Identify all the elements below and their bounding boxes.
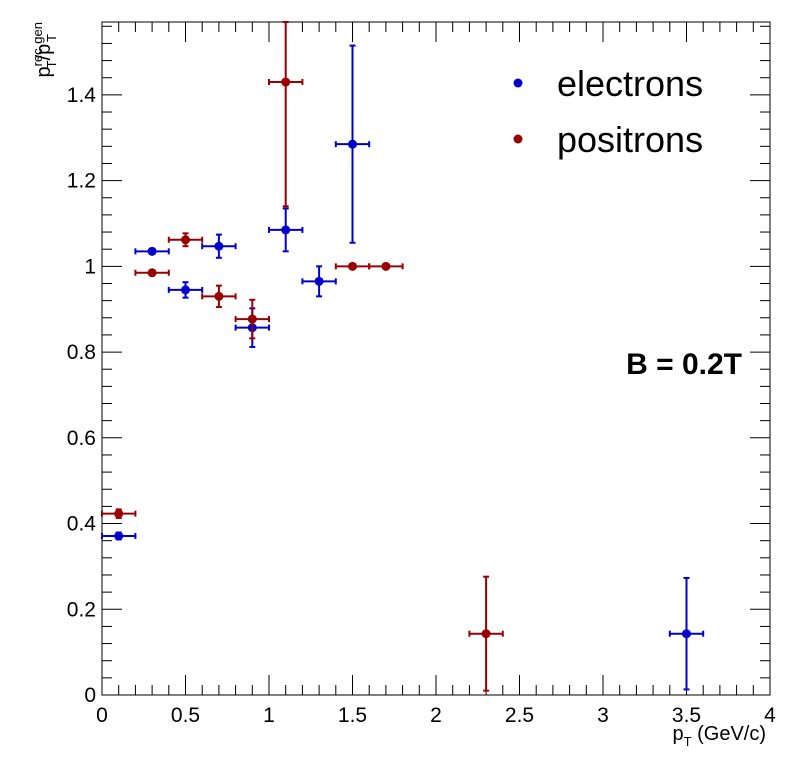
x-tick-label: 4 <box>764 704 776 727</box>
y-axis-ticks <box>102 25 770 696</box>
data-series <box>101 21 705 692</box>
y-axis-title: precT/pgenT <box>30 22 59 78</box>
x-tick-label: 1 <box>263 704 275 727</box>
data-point-electrons <box>201 233 237 259</box>
field-annotation: B = 0.2T <box>626 348 742 381</box>
data-marker <box>348 261 357 271</box>
legend-marker-electrons <box>513 78 523 88</box>
series-positrons <box>101 21 504 692</box>
x-tick-label: 2.5 <box>505 704 534 727</box>
data-marker <box>281 225 291 235</box>
data-point-electrons <box>668 576 705 691</box>
data-marker <box>682 629 691 639</box>
data-point-positrons <box>101 508 137 519</box>
y-tick-label: 1.4 <box>67 84 97 107</box>
y-axis-tick-labels: 0 0.2 0.4 0.6 0.8 1 1.2 1.4 <box>67 84 97 707</box>
data-point-electrons <box>334 44 371 244</box>
data-point-electrons <box>134 246 170 256</box>
data-marker <box>381 261 391 271</box>
data-point-positrons <box>234 298 270 340</box>
data-point-positrons <box>334 261 371 271</box>
x-tick-label: 0.5 <box>171 704 200 727</box>
x-tick-label: 2 <box>430 704 442 727</box>
data-point-positrons <box>368 261 404 271</box>
series-electrons <box>101 44 705 691</box>
y-tick-label: 1 <box>84 255 96 278</box>
data-marker <box>114 531 124 541</box>
x-axis-ticks <box>101 22 771 695</box>
y-tick-label: 0.2 <box>67 598 96 621</box>
data-marker <box>481 629 491 639</box>
x-axis-tick-labels: 0 0.5 1 1.5 2 2.5 3 3.5 4 <box>96 704 776 727</box>
x-tick-label: 0 <box>96 704 108 727</box>
data-marker <box>281 77 291 87</box>
y-tick-label: 0.4 <box>67 513 97 536</box>
data-point-electrons <box>101 531 137 541</box>
x-axis-title: pT (GeV/c) <box>672 723 766 749</box>
data-point-electrons <box>301 265 337 298</box>
legend-marker-positrons <box>513 134 523 144</box>
data-marker <box>181 235 190 245</box>
x-tick-label: 1.5 <box>338 704 367 727</box>
data-marker <box>181 285 190 295</box>
data-marker <box>314 276 324 286</box>
data-marker <box>114 509 124 519</box>
y-tick-label: 0 <box>84 684 96 707</box>
data-marker <box>147 246 157 256</box>
data-point-positrons <box>468 575 504 692</box>
data-marker <box>348 139 357 149</box>
x-tick-label: 3 <box>597 704 609 727</box>
legend-label-positrons: positrons <box>557 119 703 160</box>
legend-item-electrons: electrons <box>513 63 703 104</box>
legend: electrons positrons <box>513 63 703 160</box>
data-point-electrons <box>268 207 304 253</box>
data-marker <box>147 268 157 278</box>
data-marker <box>214 291 224 301</box>
data-marker <box>247 314 257 324</box>
legend-item-positrons: positrons <box>513 119 703 160</box>
y-tick-label: 0.8 <box>67 341 96 364</box>
data-point-positrons <box>201 284 237 309</box>
data-point-positrons <box>134 268 170 278</box>
data-point-electrons <box>167 281 204 299</box>
x-tick-label: 3.5 <box>672 704 701 727</box>
y-tick-label: 0.6 <box>67 427 96 450</box>
data-marker <box>214 241 224 251</box>
y-tick-label: 1.2 <box>67 170 96 193</box>
data-point-positrons <box>167 232 204 248</box>
data-point-positrons <box>268 21 304 208</box>
legend-label-electrons: electrons <box>557 63 703 104</box>
